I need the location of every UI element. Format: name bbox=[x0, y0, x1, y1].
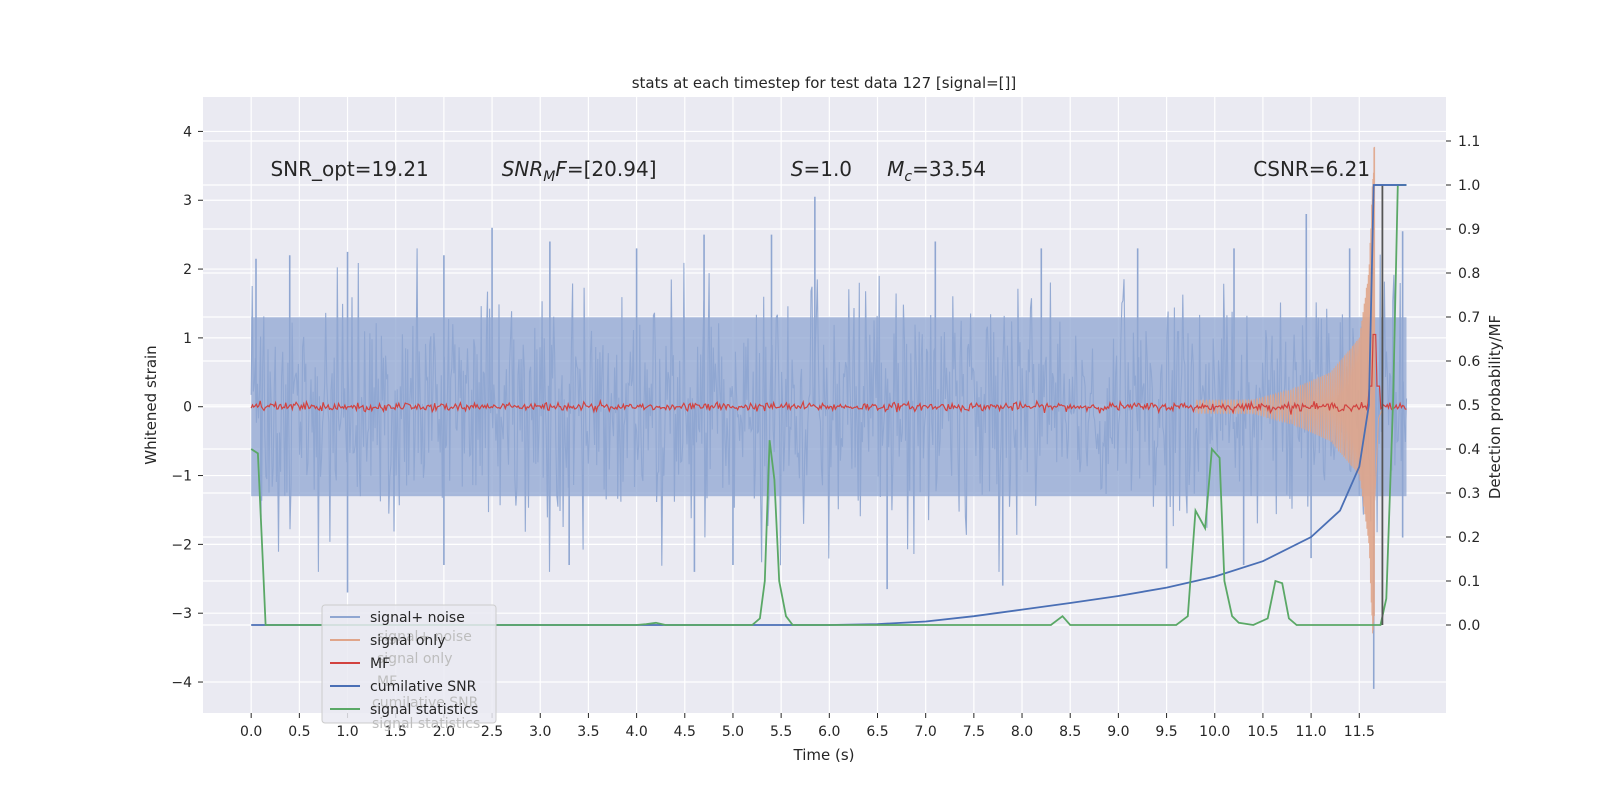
y-left-tick-label: 2 bbox=[183, 262, 192, 278]
signal-only-series bbox=[1194, 146, 1384, 634]
y-right-tick-label: 0.9 bbox=[1458, 222, 1480, 238]
chart-title: stats at each timestep for test data 127… bbox=[632, 74, 1017, 92]
y-right-tick-label: 0.0 bbox=[1458, 618, 1480, 634]
x-tick-label: 3.0 bbox=[529, 724, 551, 740]
x-tick-label: 4.0 bbox=[625, 724, 647, 740]
legend-entry: signal statistics bbox=[370, 702, 478, 718]
x-tick-label: 1.0 bbox=[336, 724, 358, 740]
annotation-snr-mf: SNRMF=[20.94] bbox=[502, 157, 657, 185]
y-right-tick-label: 0.7 bbox=[1458, 310, 1480, 326]
y-left-tick-label: −1 bbox=[171, 469, 192, 485]
legend-ghost-entry: signal only bbox=[377, 651, 452, 667]
y-left-tick-label: −2 bbox=[171, 537, 192, 553]
x-tick-label: 2.0 bbox=[433, 724, 455, 740]
x-axis-ticks: 0.0 0.5 1.0 1.5 2.0 2.5 3.0 3.5 4.0 4.5 5.0 5.5 6.0 6… bbox=[240, 713, 1375, 740]
x-tick-label: 7.0 bbox=[915, 724, 937, 740]
signal-statistics-line bbox=[250, 184, 1407, 626]
x-tick-label: 3.5 bbox=[577, 724, 599, 740]
x-tick-label: 10.5 bbox=[1247, 724, 1278, 740]
signal-trace bbox=[1194, 146, 1384, 634]
y-right-tick-label: 1.0 bbox=[1458, 178, 1480, 194]
legend-entry: signal only bbox=[370, 633, 445, 649]
x-tick-label: 6.5 bbox=[866, 724, 888, 740]
y-right-tick-label: 0.6 bbox=[1458, 354, 1480, 370]
x-tick-label: 6.0 bbox=[818, 724, 840, 740]
legend-ghost-entry: signal+ noise bbox=[377, 629, 472, 645]
x-tick-label: 8.5 bbox=[1059, 724, 1081, 740]
x-tick-label: 9.5 bbox=[1155, 724, 1177, 740]
y-left-axis-ticks: 4 3 2 1 0 −1 −2 −3 −4 bbox=[171, 124, 203, 691]
x-tick-label: 5.5 bbox=[770, 724, 792, 740]
y-right-axis-label: Detection probability/MF bbox=[1486, 315, 1504, 499]
legend-ghost-entry: signal statistics bbox=[372, 716, 480, 732]
annotation-s-value: S=1.0 bbox=[791, 157, 852, 181]
y-right-tick-label: 0.4 bbox=[1458, 442, 1480, 458]
y-left-tick-label: 3 bbox=[183, 193, 192, 209]
y-left-axis-label: Whitened strain bbox=[142, 345, 160, 464]
y-left-tick-label: −3 bbox=[171, 606, 192, 622]
y-left-tick-label: 0 bbox=[183, 400, 192, 416]
annotation-csnr: CSNR=6.21 bbox=[1253, 157, 1370, 181]
x-tick-label: 0.0 bbox=[240, 724, 262, 740]
legend-entry: cumilative SNR bbox=[370, 679, 477, 695]
x-tick-label: 9.0 bbox=[1107, 724, 1129, 740]
mf-series bbox=[250, 333, 1407, 415]
y-right-tick-label: 1.1 bbox=[1458, 134, 1480, 150]
y-right-tick-label: 0.1 bbox=[1458, 574, 1480, 590]
y-right-tick-label: 0.8 bbox=[1458, 266, 1480, 282]
x-axis-label: Time (s) bbox=[793, 746, 855, 764]
annotation-snr-opt: SNR_opt=19.21 bbox=[270, 157, 428, 181]
x-tick-label: 8.0 bbox=[1011, 724, 1033, 740]
x-tick-label: 11.5 bbox=[1344, 724, 1375, 740]
legend-entry: MF bbox=[370, 656, 390, 672]
annotation-mc: Mc=33.54 bbox=[887, 157, 986, 185]
mf-trace bbox=[250, 333, 1407, 415]
x-tick-label: 4.5 bbox=[674, 724, 696, 740]
annotations: SNR_opt=19.21 SNRMF=[20.94] S=1.0 Mc=33.54 C… bbox=[270, 157, 1370, 185]
legend-box bbox=[321, 604, 497, 724]
x-tick-label: 0.5 bbox=[288, 724, 310, 740]
x-tick-label: 2.5 bbox=[481, 724, 503, 740]
legend-ghost-entry: MF bbox=[377, 674, 397, 690]
y-right-tick-label: 0.5 bbox=[1458, 398, 1480, 414]
y-right-axis-ticks: 1.1 1.0 0.9 0.8 0.7 0.6 0.5 0.4 0.3 0.2 0.1 0.0 bbox=[1446, 134, 1480, 634]
x-tick-label: 1.5 bbox=[385, 724, 407, 740]
legend-entry: signal+ noise bbox=[370, 610, 465, 626]
y-left-tick-label: 4 bbox=[183, 124, 192, 140]
right-axis-series bbox=[250, 184, 1407, 626]
y-right-tick-label: 0.3 bbox=[1458, 486, 1480, 502]
legend-ghost-entry: cumilative SNR bbox=[372, 695, 479, 711]
x-tick-label: 7.5 bbox=[963, 724, 985, 740]
y-left-tick-label: −4 bbox=[171, 675, 192, 691]
x-tick-label: 5.0 bbox=[722, 724, 744, 740]
y-left-tick-label: 1 bbox=[183, 331, 192, 347]
y-right-tick-label: 0.2 bbox=[1458, 530, 1480, 546]
x-tick-label: 11.0 bbox=[1296, 724, 1327, 740]
x-tick-label: 10.0 bbox=[1199, 724, 1230, 740]
